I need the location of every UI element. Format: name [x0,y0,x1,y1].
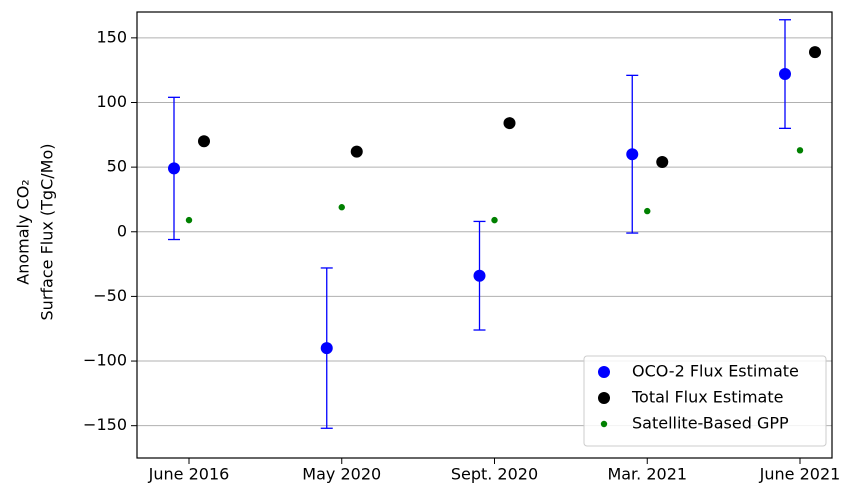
y-label: Anomaly CO₂ Surface Flux (TgC/Mo) [14,144,57,321]
y-tick-label: −50 [93,286,127,305]
y-tick-label: 50 [107,157,127,176]
y-tick-label: −150 [83,415,127,434]
legend-marker [598,366,610,378]
legend-marker [598,392,610,404]
point [809,46,821,59]
x-tick-label: May 2020 [302,465,381,484]
y-tick-label: 150 [96,27,127,46]
legend-marker [600,420,608,428]
legend-box [583,355,827,447]
x-tick-label: Sept. 2020 [451,465,538,484]
x-tick-label: June 2016 [148,465,230,484]
point [338,204,345,211]
y-tick-label: −100 [83,351,127,370]
point [185,216,193,224]
point [779,68,791,81]
legend-label: Total Flux Estimate [631,388,783,407]
point [491,216,498,224]
point [198,135,210,148]
point [350,145,363,158]
point [503,117,516,130]
y-label-line: Anomaly CO₂ [14,179,33,284]
point [656,155,669,168]
y-label-line: Surface Flux (TgC/Mo) [38,144,57,321]
plot-frame [136,11,833,459]
point [168,162,180,175]
y-tick-label: 0 [117,221,127,240]
x-tick-label: June 2021 [759,465,841,484]
point [626,148,639,161]
point [473,269,486,282]
point [644,207,651,215]
legend-label: Satellite-Based GPP [632,414,789,433]
x-tick-label: Mar. 2021 [607,465,687,484]
legend-label: OCO-2 Flux Estimate [632,362,799,381]
y-tick-label: 100 [96,92,127,111]
point [796,147,804,154]
point [320,342,333,355]
